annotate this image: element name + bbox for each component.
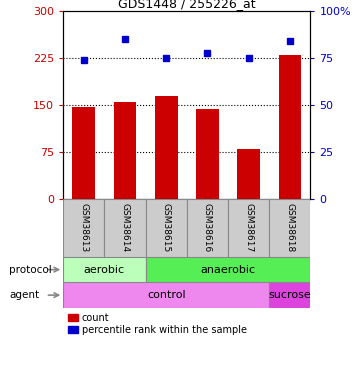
Text: GSM38617: GSM38617	[244, 203, 253, 252]
Text: anaerobic: anaerobic	[200, 265, 256, 274]
Bar	[63, 282, 269, 308]
Bar	[73, 107, 95, 199]
Bar	[269, 199, 310, 257]
Bar	[196, 110, 219, 199]
Bar	[237, 149, 260, 199]
Text: GSM38614: GSM38614	[121, 203, 130, 252]
Bar	[187, 199, 228, 257]
Text: sucrose: sucrose	[269, 290, 311, 300]
Legend: count, percentile rank within the sample: count, percentile rank within the sample	[68, 313, 247, 334]
Bar	[228, 199, 269, 257]
Bar	[279, 55, 301, 199]
Bar	[63, 257, 145, 282]
Bar	[145, 199, 187, 257]
Text: protocol: protocol	[9, 265, 52, 274]
Text: control: control	[147, 290, 186, 300]
Title: GDS1448 / 255226_at: GDS1448 / 255226_at	[118, 0, 256, 10]
Text: GSM38615: GSM38615	[162, 203, 171, 252]
Text: agent: agent	[9, 290, 39, 300]
Bar	[155, 96, 178, 199]
Bar	[63, 199, 104, 257]
Bar	[145, 257, 310, 282]
Bar	[104, 199, 145, 257]
Text: GSM38618: GSM38618	[285, 203, 294, 252]
Text: GSM38616: GSM38616	[203, 203, 212, 252]
Bar	[114, 102, 136, 199]
Text: GSM38613: GSM38613	[79, 203, 88, 252]
Text: aerobic: aerobic	[84, 265, 125, 274]
Bar	[269, 282, 310, 308]
